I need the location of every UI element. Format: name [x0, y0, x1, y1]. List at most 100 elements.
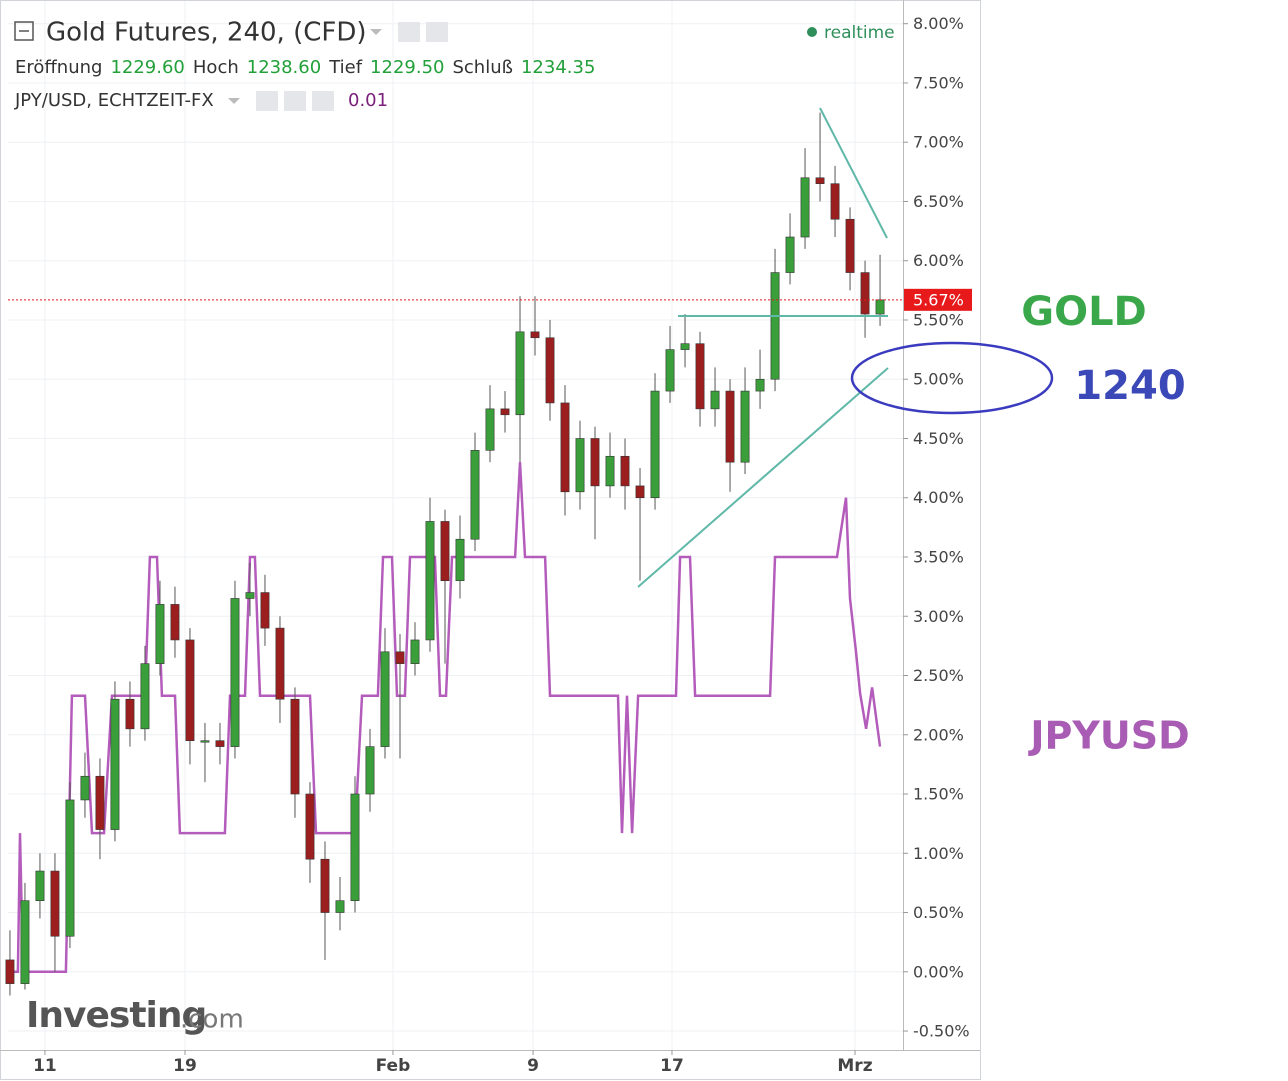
realtime-dot	[807, 27, 817, 37]
candle-body	[200, 740, 210, 743]
candle-body	[260, 592, 270, 629]
candle-body	[875, 299, 885, 315]
chart-title: Gold Futures, 240, (CFD)	[46, 18, 367, 48]
y-tick-label: 5.50%	[913, 310, 964, 329]
status: realtime	[824, 23, 895, 43]
y-tick-label: -0.50%	[913, 1022, 970, 1041]
candle-body	[515, 331, 525, 416]
candle-body	[275, 627, 285, 700]
legend-value: 1229.50	[370, 57, 444, 78]
candle-body	[5, 959, 15, 984]
trend-lines	[637, 107, 889, 588]
candle-body	[830, 183, 840, 220]
candle-body	[770, 272, 780, 380]
settings-icon[interactable]	[398, 22, 420, 42]
candle-body	[125, 698, 135, 730]
legend-label: Schluß	[452, 57, 512, 78]
candle-body	[740, 390, 750, 463]
y-tick-label: 8.00%	[913, 14, 964, 33]
y-tick-label: 0.50%	[913, 903, 964, 922]
legend-value: 1229.60	[110, 57, 184, 78]
settings-icon[interactable]	[426, 22, 448, 42]
candle-body	[50, 870, 60, 937]
x-tick-label: 17	[660, 1056, 684, 1076]
y-tick-label: 5.00%	[913, 370, 964, 389]
candle-body	[65, 799, 75, 937]
x-tick-label: Mrz	[837, 1056, 872, 1076]
candle-body	[650, 390, 660, 499]
annotation: JPYUSD	[1027, 714, 1189, 758]
collapse-icon[interactable]	[14, 21, 34, 41]
candle-body	[590, 438, 600, 487]
candle-body	[815, 177, 825, 184]
x-tick-label: 11	[33, 1056, 57, 1076]
y-tick-label: 0.00%	[913, 962, 964, 981]
visibility-icon[interactable]	[256, 91, 278, 111]
watermark: .com	[180, 1005, 244, 1035]
settings-icon[interactable]	[284, 91, 306, 111]
candle-body	[620, 455, 630, 487]
candle-body	[695, 343, 705, 410]
legend-value: 1238.60	[247, 57, 321, 78]
x-tick-label: 19	[173, 1056, 197, 1076]
y-tick-label: 3.50%	[913, 547, 964, 566]
candle-body	[545, 337, 555, 404]
candle-body	[710, 390, 720, 410]
overlay-name: JPY/USD, ECHTZEIT-FX	[14, 90, 214, 111]
y-tick-label: 4.00%	[913, 488, 964, 507]
candle-body	[110, 698, 120, 830]
candle-body	[305, 793, 315, 860]
candle-body	[80, 775, 90, 801]
y-tick-label: 7.50%	[913, 73, 964, 92]
legend-value: 1234.35	[521, 57, 595, 78]
candle-body	[425, 521, 435, 641]
candle-body	[215, 740, 225, 747]
candle-body	[320, 858, 330, 913]
candle-body	[20, 900, 30, 984]
close-icon[interactable]	[312, 91, 334, 111]
grid	[8, 0, 903, 1050]
candle-body	[500, 408, 510, 416]
candle-body	[635, 485, 645, 499]
watermark: Investing	[26, 995, 206, 1036]
candle-body	[530, 331, 540, 339]
candle-body	[140, 663, 150, 730]
trend-line	[637, 367, 889, 588]
annotation: 1240	[1074, 363, 1185, 409]
y-tick-label: 7.00%	[913, 133, 964, 152]
y-tick-label: 3.00%	[913, 607, 964, 626]
last-value-box	[904, 288, 972, 311]
candle-body	[410, 639, 420, 664]
dropdown-icon[interactable]	[370, 29, 382, 35]
annotation: GOLD	[1021, 289, 1147, 335]
candle-body	[470, 450, 480, 540]
candle-body	[245, 592, 255, 599]
candle-body	[350, 793, 360, 901]
legend-label: Eröffnung	[15, 57, 102, 78]
highlight-ellipse	[850, 341, 1054, 415]
candle-body	[155, 604, 165, 664]
candle-body	[665, 349, 675, 392]
candle-body	[725, 390, 735, 463]
candle-body	[800, 177, 810, 238]
last-value-label: 5.67%	[913, 290, 964, 309]
legend-label: Hoch	[193, 57, 239, 78]
candle-body	[35, 870, 45, 901]
candle-body	[95, 775, 105, 830]
dropdown-icon[interactable]	[228, 98, 240, 104]
candle-body	[575, 438, 585, 493]
ohlc-legend: Eröffnung 1229.60 Hoch 1238.60 Tief 1229.50 Sc…	[15, 57, 595, 78]
y-tick-label: 1.50%	[913, 785, 964, 804]
candle-body	[845, 218, 855, 273]
candle-body	[755, 378, 765, 392]
y-tick-label: 4.50%	[913, 429, 964, 448]
candle-body	[170, 604, 180, 641]
candle-body	[560, 402, 570, 493]
candle-body	[455, 538, 465, 581]
candle-body	[485, 408, 495, 451]
candle-body	[860, 272, 870, 315]
y-tick-label: 2.50%	[913, 666, 964, 685]
candle-body	[785, 236, 795, 273]
candle-body	[395, 651, 405, 664]
